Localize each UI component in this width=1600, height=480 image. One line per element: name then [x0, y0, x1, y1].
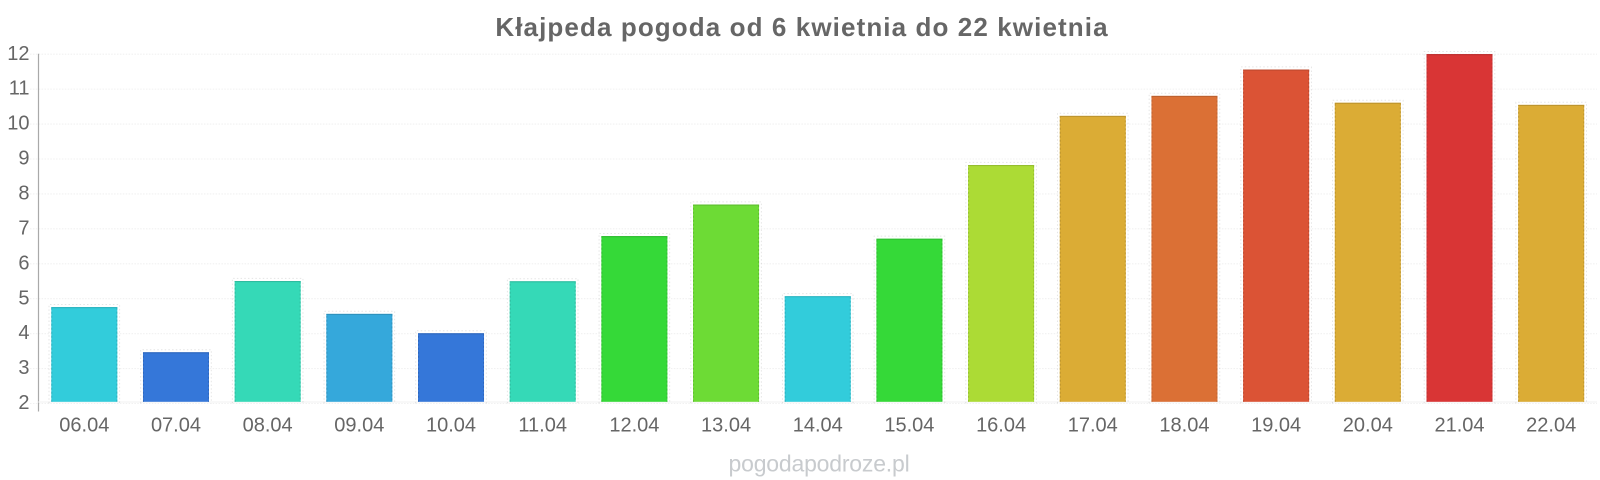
svg-text:8: 8	[18, 183, 29, 205]
svg-text:pogodapodroze.pl: pogodapodroze.pl	[729, 451, 910, 477]
svg-text:18.04: 18.04	[1159, 414, 1209, 436]
svg-text:06.04: 06.04	[59, 414, 109, 436]
svg-text:17.04: 17.04	[1068, 414, 1118, 436]
svg-text:08.04: 08.04	[243, 414, 293, 436]
svg-text:10.04: 10.04	[426, 414, 476, 436]
svg-text:11: 11	[9, 78, 30, 100]
svg-text:10: 10	[7, 113, 29, 135]
svg-text:12.04: 12.04	[609, 414, 659, 436]
svg-text:11.04: 11.04	[518, 414, 567, 436]
svg-text:20.04: 20.04	[1343, 414, 1393, 436]
svg-text:19.04: 19.04	[1251, 414, 1301, 436]
svg-text:5: 5	[18, 287, 29, 309]
svg-text:16.04: 16.04	[976, 414, 1026, 436]
svg-text:13.04: 13.04	[701, 414, 751, 436]
svg-text:2: 2	[18, 392, 29, 414]
svg-text:Kłajpeda pogoda od 6 kwietnia: Kłajpeda pogoda od 6 kwietnia do 22 kwie…	[495, 12, 1108, 42]
svg-text:21.04: 21.04	[1434, 414, 1484, 436]
svg-text:09.04: 09.04	[334, 414, 384, 436]
svg-text:7: 7	[18, 217, 29, 239]
svg-text:9: 9	[18, 148, 29, 170]
svg-text:15.04: 15.04	[884, 414, 934, 436]
svg-text:4: 4	[18, 322, 29, 344]
svg-text:12: 12	[7, 43, 29, 65]
svg-text:3: 3	[18, 357, 29, 379]
svg-text:22.04: 22.04	[1526, 414, 1576, 436]
svg-text:14.04: 14.04	[793, 414, 843, 436]
svg-text:07.04: 07.04	[151, 414, 201, 436]
svg-text:6: 6	[18, 252, 29, 274]
